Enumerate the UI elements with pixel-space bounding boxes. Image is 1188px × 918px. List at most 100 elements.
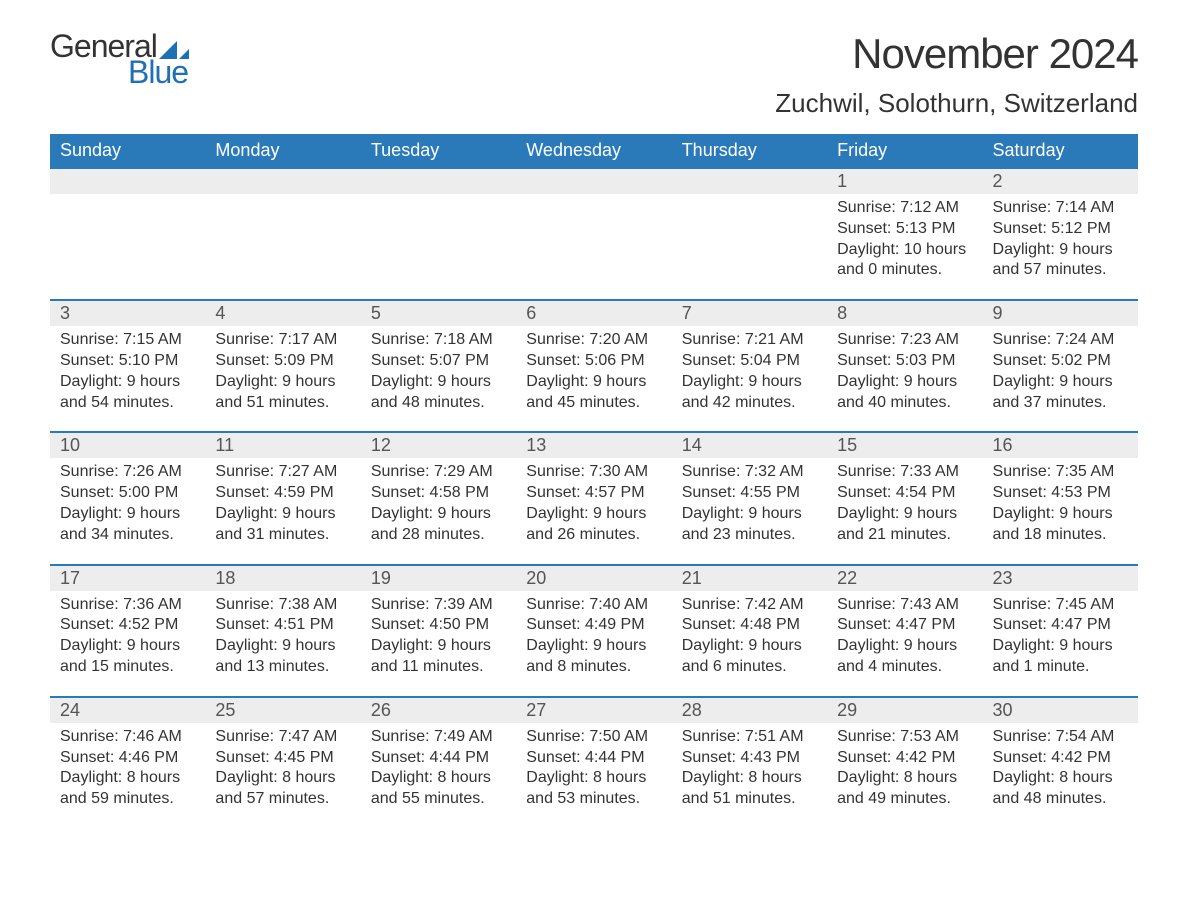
day-number: 12 (361, 433, 516, 458)
day-number: 7 (672, 301, 827, 326)
weekday-header-row: Sunday Monday Tuesday Wednesday Thursday… (50, 134, 1138, 167)
sunset-text: Sunset: 5:02 PM (993, 351, 1128, 372)
daylight-text: Daylight: 8 hours and 59 minutes. (60, 768, 195, 810)
sunset-text: Sunset: 4:55 PM (682, 483, 817, 504)
sunrise-text: Sunrise: 7:46 AM (60, 727, 195, 748)
daylight-text: Daylight: 8 hours and 53 minutes. (526, 768, 661, 810)
day-cell: Sunrise: 7:12 AMSunset: 5:13 PMDaylight:… (827, 194, 982, 299)
sunrise-text: Sunrise: 7:29 AM (371, 462, 506, 483)
sunrise-text: Sunrise: 7:33 AM (837, 462, 972, 483)
day-number: 16 (983, 433, 1138, 458)
day-number-row: 17181920212223 (50, 566, 1138, 591)
weeks-container: 12Sunrise: 7:12 AMSunset: 5:13 PMDayligh… (50, 167, 1138, 828)
day-cell: Sunrise: 7:32 AMSunset: 4:55 PMDaylight:… (672, 458, 827, 563)
sunset-text: Sunset: 5:09 PM (215, 351, 350, 372)
daylight-text: Daylight: 9 hours and 1 minute. (993, 636, 1128, 678)
sunset-text: Sunset: 4:42 PM (993, 748, 1128, 769)
day-number (516, 169, 671, 194)
day-number: 3 (50, 301, 205, 326)
day-cell: Sunrise: 7:40 AMSunset: 4:49 PMDaylight:… (516, 591, 671, 696)
day-cell: Sunrise: 7:18 AMSunset: 5:07 PMDaylight:… (361, 326, 516, 431)
sunset-text: Sunset: 4:52 PM (60, 615, 195, 636)
sunset-text: Sunset: 4:44 PM (526, 748, 661, 769)
sunset-text: Sunset: 5:00 PM (60, 483, 195, 504)
day-number: 22 (827, 566, 982, 591)
sunset-text: Sunset: 4:47 PM (993, 615, 1128, 636)
sunrise-text: Sunrise: 7:26 AM (60, 462, 195, 483)
calendar: Sunday Monday Tuesday Wednesday Thursday… (50, 134, 1138, 828)
day-number: 14 (672, 433, 827, 458)
day-cell (672, 194, 827, 299)
sunrise-text: Sunrise: 7:32 AM (682, 462, 817, 483)
daylight-text: Daylight: 9 hours and 4 minutes. (837, 636, 972, 678)
day-number (361, 169, 516, 194)
daylight-text: Daylight: 9 hours and 8 minutes. (526, 636, 661, 678)
sunset-text: Sunset: 4:57 PM (526, 483, 661, 504)
day-cell: Sunrise: 7:50 AMSunset: 4:44 PMDaylight:… (516, 723, 671, 828)
day-cell: Sunrise: 7:39 AMSunset: 4:50 PMDaylight:… (361, 591, 516, 696)
sunset-text: Sunset: 4:54 PM (837, 483, 972, 504)
daylight-text: Daylight: 8 hours and 48 minutes. (993, 768, 1128, 810)
day-number: 2 (983, 169, 1138, 194)
day-number (672, 169, 827, 194)
day-number-row: 12 (50, 169, 1138, 194)
daylight-text: Daylight: 9 hours and 42 minutes. (682, 372, 817, 414)
daylight-text: Daylight: 9 hours and 45 minutes. (526, 372, 661, 414)
sunrise-text: Sunrise: 7:18 AM (371, 330, 506, 351)
sunrise-text: Sunrise: 7:47 AM (215, 727, 350, 748)
sunrise-text: Sunrise: 7:38 AM (215, 595, 350, 616)
month-title: November 2024 (775, 30, 1138, 78)
day-number (205, 169, 360, 194)
sunrise-text: Sunrise: 7:53 AM (837, 727, 972, 748)
day-number: 15 (827, 433, 982, 458)
daylight-text: Daylight: 8 hours and 57 minutes. (215, 768, 350, 810)
day-cell: Sunrise: 7:29 AMSunset: 4:58 PMDaylight:… (361, 458, 516, 563)
daylight-text: Daylight: 9 hours and 57 minutes. (993, 240, 1128, 282)
daylight-text: Daylight: 9 hours and 28 minutes. (371, 504, 506, 546)
sunset-text: Sunset: 5:13 PM (837, 219, 972, 240)
day-cell: Sunrise: 7:23 AMSunset: 5:03 PMDaylight:… (827, 326, 982, 431)
sunrise-text: Sunrise: 7:50 AM (526, 727, 661, 748)
day-cell (50, 194, 205, 299)
sunrise-text: Sunrise: 7:39 AM (371, 595, 506, 616)
day-number: 26 (361, 698, 516, 723)
logo-text-blue: Blue (50, 56, 188, 88)
daylight-text: Daylight: 10 hours and 0 minutes. (837, 240, 972, 282)
day-number-row: 10111213141516 (50, 433, 1138, 458)
day-number: 11 (205, 433, 360, 458)
day-number: 8 (827, 301, 982, 326)
sunset-text: Sunset: 4:51 PM (215, 615, 350, 636)
day-cell: Sunrise: 7:36 AMSunset: 4:52 PMDaylight:… (50, 591, 205, 696)
daylight-text: Daylight: 8 hours and 51 minutes. (682, 768, 817, 810)
sunset-text: Sunset: 5:12 PM (993, 219, 1128, 240)
day-body-row: Sunrise: 7:26 AMSunset: 5:00 PM Daylight:… (50, 458, 1138, 563)
day-cell: Sunrise: 7:51 AMSunset: 4:43 PMDaylight:… (672, 723, 827, 828)
sunrise-text: Sunrise: 7:23 AM (837, 330, 972, 351)
sunset-text: Sunset: 4:49 PM (526, 615, 661, 636)
day-cell: Sunrise: 7:20 AMSunset: 5:06 PMDaylight:… (516, 326, 671, 431)
daylight-text: Daylight: 9 hours and 18 minutes. (993, 504, 1128, 546)
sunrise-text: Sunrise: 7:35 AM (993, 462, 1128, 483)
day-cell: Sunrise: 7:43 AMSunset: 4:47 PMDaylight:… (827, 591, 982, 696)
sunrise-text: Sunrise: 7:12 AM (837, 198, 972, 219)
day-body-row: Sunrise: 7:46 AMSunset: 4:46 PMDaylight:… (50, 723, 1138, 828)
sunset-text: Sunset: 4:46 PM (60, 748, 195, 769)
daylight-text: Daylight: 8 hours and 55 minutes. (371, 768, 506, 810)
day-cell: Sunrise: 7:46 AMSunset: 4:46 PMDaylight:… (50, 723, 205, 828)
day-cell: Sunrise: 7:38 AMSunset: 4:51 PMDaylight:… (205, 591, 360, 696)
daylight-text: Daylight: 9 hours and 54 minutes. (60, 372, 195, 414)
sunset-text: Sunset: 4:59 PM (215, 483, 350, 504)
location: Zuchwil, Solothurn, Switzerland (775, 88, 1138, 119)
daylight-text: Daylight: 9 hours and 31 minutes. (215, 504, 350, 546)
sunrise-text: Sunrise: 7:27 AM (215, 462, 350, 483)
sunrise-text: Sunrise: 7:30 AM (526, 462, 661, 483)
daylight-text: Daylight: 9 hours and 11 minutes. (371, 636, 506, 678)
day-number: 13 (516, 433, 671, 458)
weekday-header: Monday (205, 134, 360, 167)
weekday-header: Sunday (50, 134, 205, 167)
day-number: 9 (983, 301, 1138, 326)
day-number-row: 3456789 (50, 301, 1138, 326)
day-cell: Sunrise: 7:17 AMSunset: 5:09 PMDaylight:… (205, 326, 360, 431)
sunrise-text: Sunrise: 7:36 AM (60, 595, 195, 616)
logo: General Blue (50, 30, 189, 88)
